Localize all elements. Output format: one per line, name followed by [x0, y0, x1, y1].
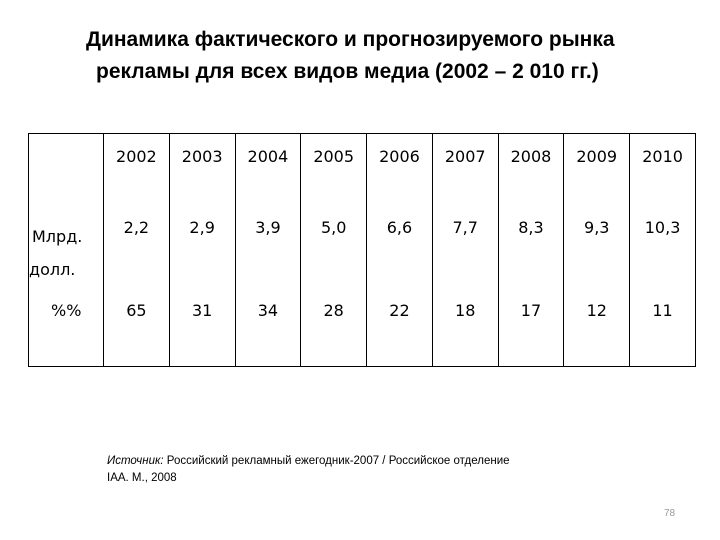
year-header: 2008: [497, 133, 565, 180]
year-header: 2006: [366, 133, 433, 180]
corner-cell: [28, 133, 104, 180]
table-cell: 18: [431, 285, 499, 367]
table-cell: 2,9: [168, 179, 236, 286]
title-line-2: рекламы для всех видов медиа (2002 – 2 0…: [96, 60, 599, 83]
row-label-line-1: Млрд.: [32, 226, 83, 246]
row-label-text: %%: [51, 300, 82, 320]
row-label-line-2: долл.: [29, 259, 76, 279]
table-cell: 9,3: [563, 179, 631, 286]
year-header: 2004: [234, 133, 302, 180]
table-row-billions: Млрд. долл. 2,2 2,9 3,9 5,0 6,6 7,7 8,3 …: [28, 179, 696, 286]
table-cell: 8,3: [497, 179, 565, 286]
row-label-percent: %%: [28, 285, 104, 367]
year-header: 2005: [300, 133, 368, 180]
year-header: 2007: [431, 133, 499, 180]
page-number: 78: [664, 508, 676, 519]
table-header-row: 2002 2003 2004 2005 2006 2007 2008 2009 …: [28, 133, 696, 180]
source-text: Российский рекламный ежегодник-2007 / Ро…: [163, 455, 510, 467]
table-cell: 6,6: [366, 179, 433, 286]
table-cell: 2,2: [103, 179, 170, 286]
table-cell: 7,7: [431, 179, 499, 286]
row-label-billions: Млрд. долл.: [28, 179, 104, 286]
year-header: 2002: [103, 133, 170, 180]
table-cell: 34: [234, 285, 302, 367]
title-line-1: Динамика фактического и прогнозируемого …: [86, 28, 615, 51]
table-cell: 22: [366, 285, 433, 367]
year-header: 2009: [563, 133, 631, 180]
media-market-table: 2002 2003 2004 2005 2006 2007 2008 2009 …: [28, 133, 696, 367]
table-row-percent: %% 65 31 34 28 22 18 17 12 11: [28, 285, 696, 367]
year-header: 2010: [629, 133, 696, 180]
table-cell: 10,3: [629, 179, 696, 286]
slide-title: Динамика фактического и прогнозируемого …: [60, 24, 700, 88]
source-line-2: IAA. M., 2008: [107, 472, 177, 484]
table-cell: 65: [103, 285, 170, 367]
table-cell: 3,9: [234, 179, 302, 286]
source-note: Источник: Российский рекламный ежегодник…: [107, 453, 607, 487]
table-cell: 5,0: [300, 179, 368, 286]
table-cell: 31: [168, 285, 236, 367]
year-header: 2003: [168, 133, 236, 180]
table-cell: 28: [300, 285, 368, 367]
table-cell: 17: [497, 285, 565, 367]
table-cell: 11: [629, 285, 696, 367]
source-label: Источник:: [107, 455, 164, 467]
table-cell: 12: [563, 285, 631, 367]
